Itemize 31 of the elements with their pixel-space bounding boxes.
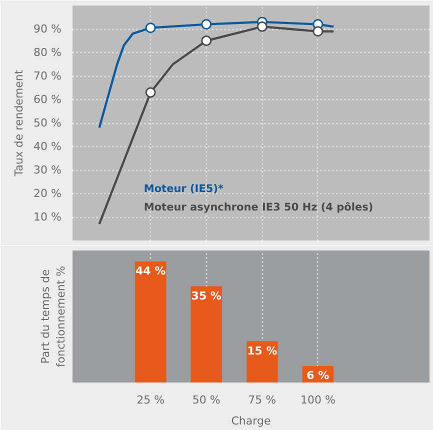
y-tick-label: 40 % [34,140,62,153]
x-tick-label: 100 % [300,394,336,406]
data-label: 44 % [136,264,166,278]
x-tick-label: 50 % [192,394,220,406]
point [145,87,156,98]
y-tick-label: 10 % [34,210,62,224]
y-tick-label: 20 % [34,187,62,200]
data-label: 6 % [306,369,330,382]
y-tick-label: 50 % [34,116,62,130]
x-tick-label: 25 % [136,394,165,406]
y-axis-title: Taux de rendement [12,69,26,178]
data-label: 35 % [191,289,222,302]
point [201,36,212,46]
y-tick-label: 70 % [34,70,62,82]
y-axis-title: Part du temps de fonctionnement % [38,266,68,368]
y-tick-label: 60 % [34,93,62,106]
point [256,21,268,32]
x-tick-label: 75 % [248,394,276,406]
bar [190,286,222,382]
bar [246,341,278,382]
y-tick-label: 30 % [34,164,62,176]
data-label: 15 % [247,344,278,358]
point [312,26,324,37]
text: Moteur asynchrone IE3 50 Hz (4 pôles) [144,202,374,214]
point [201,19,212,30]
x-axis-title: Charge [231,414,271,428]
y-tick-label: 80 % [34,46,62,59]
bar [134,262,166,382]
point [145,22,156,34]
text: Moteur (IE5)* [144,182,224,195]
y-tick-label: 90 % [34,22,62,36]
